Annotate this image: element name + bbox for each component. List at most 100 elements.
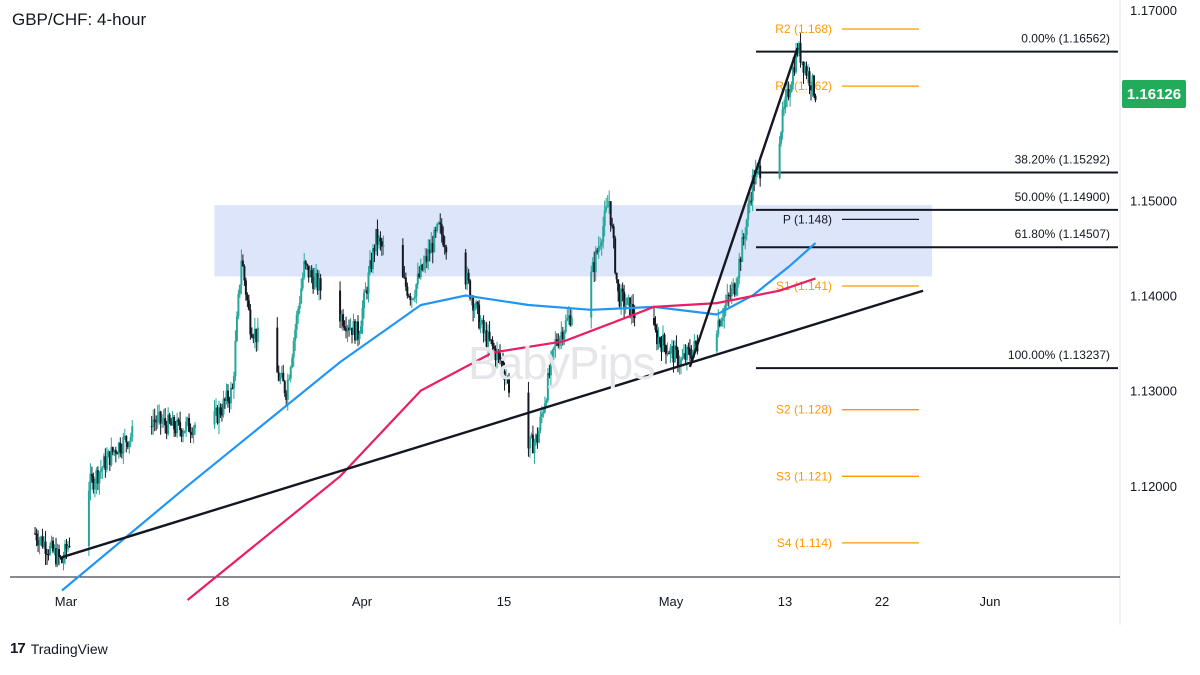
pivot-level-label: S3 (1.121) (776, 469, 832, 483)
candle-body (754, 170, 757, 184)
candle-body (52, 540, 55, 552)
tradingview-brand[interactable]: 17 TradingView (10, 640, 108, 657)
candle-body (804, 66, 807, 73)
candle-body (694, 340, 697, 345)
candle-body (58, 549, 61, 557)
resistance-zone (214, 205, 933, 277)
candle-body (560, 331, 563, 338)
candle-body (225, 390, 228, 401)
candle-body (611, 225, 614, 227)
candle-body (718, 320, 721, 326)
candle-body (370, 260, 373, 269)
candle-body (475, 301, 478, 309)
candle-body (745, 219, 748, 236)
candle-body (612, 226, 615, 239)
candle-body (159, 411, 162, 424)
candle-body (96, 470, 99, 484)
candle-body (309, 270, 312, 278)
candle-body (778, 143, 781, 179)
candle-body (219, 407, 222, 415)
candle-body (276, 327, 279, 373)
fib-level-label: 38.20% (1.15292) (1015, 153, 1110, 167)
candle-body (217, 407, 220, 424)
candle-body (717, 320, 720, 335)
candle-body (232, 375, 235, 389)
price-axis-tick: 1.14000 (1130, 288, 1177, 303)
candle-body (443, 245, 446, 248)
candle-body (180, 430, 183, 437)
watermark: BabyPips (468, 337, 655, 389)
candle-body (313, 276, 316, 289)
candle-body (182, 432, 185, 437)
candle-body (630, 304, 633, 317)
candle-body (93, 483, 96, 490)
candle-body (530, 434, 533, 438)
candle-body (795, 49, 798, 73)
candle-body (549, 356, 552, 376)
candle-body (750, 200, 753, 202)
candle-body (442, 234, 445, 246)
candle-body (675, 345, 678, 350)
candle-body (214, 407, 217, 412)
candle-body (304, 261, 307, 265)
candle-body (503, 371, 506, 381)
candle-body (482, 319, 485, 334)
candle-body (798, 43, 801, 54)
candle-body (41, 536, 44, 547)
time-axis-tick: Jun (980, 594, 1001, 609)
candle-body (721, 317, 724, 322)
candle-body (563, 331, 566, 340)
candle-body (120, 452, 123, 454)
candle-body (50, 540, 53, 546)
candle-body (283, 381, 286, 394)
candle-body (362, 292, 365, 309)
fib-level-label: 0.00% (1.16562) (1021, 32, 1110, 46)
candle-body (430, 243, 433, 254)
candle-body (812, 75, 815, 96)
candle-body (464, 252, 467, 285)
candle-body (66, 546, 69, 550)
candle-body (35, 533, 38, 541)
candle-body (715, 334, 718, 352)
candle-body (663, 334, 666, 346)
candle-body (591, 262, 594, 272)
candle-body (415, 284, 418, 297)
candle-body (176, 419, 179, 434)
candle-body (596, 250, 599, 252)
candle-body (250, 334, 253, 338)
candle-body (684, 353, 687, 360)
candle-body (691, 349, 694, 359)
candle-body (412, 298, 415, 300)
candle-body (119, 442, 122, 453)
candle-body (292, 340, 295, 358)
candle-body (410, 298, 413, 301)
candle-body (349, 327, 352, 330)
candle-body (365, 290, 368, 294)
candle-body (534, 434, 537, 443)
candle-body (688, 348, 691, 356)
candle-body (226, 390, 229, 402)
candle-body (603, 210, 606, 227)
candle-body (361, 308, 364, 327)
candle-body (427, 249, 430, 262)
candle-body (49, 545, 52, 555)
candle-body (360, 326, 362, 334)
candle-body (784, 96, 787, 108)
candle-body (787, 88, 790, 98)
candle-body (355, 321, 358, 341)
candle-body (256, 327, 259, 343)
candle-body (300, 288, 303, 303)
candle-body (243, 266, 246, 281)
candle-body (720, 321, 723, 326)
candle-body (162, 418, 165, 422)
candle-body (131, 426, 134, 438)
price-axis-tick: 1.13000 (1130, 384, 1177, 399)
candle-body (805, 66, 808, 76)
candle-body (89, 473, 92, 491)
candle-body (188, 417, 191, 432)
candle-body (487, 331, 490, 347)
candle-body (723, 307, 726, 318)
candle-body (693, 340, 696, 350)
tradingview-logo-icon: 17 (10, 640, 26, 657)
candle-body (189, 431, 192, 434)
